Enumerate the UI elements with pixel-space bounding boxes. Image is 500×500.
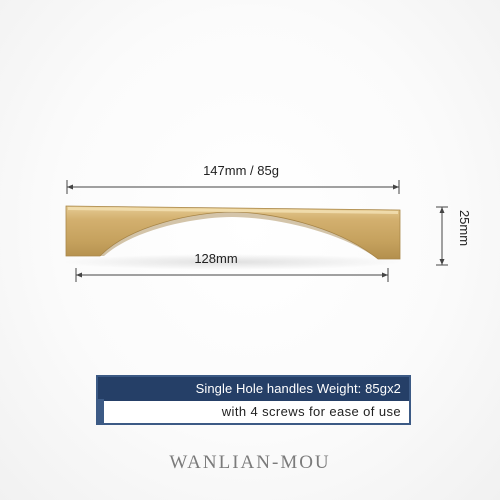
handle-highlight — [68, 207, 398, 214]
brand-logo: WANLIAN-MOU — [169, 452, 331, 473]
banner-screws-text: with 4 screws for ease of use — [221, 404, 401, 419]
info-banner: Single Hole handles Weight: 85gx2 with 4… — [96, 375, 411, 425]
overall-length-label: 147mm / 85g — [203, 163, 279, 178]
handle-shadow — [62, 254, 402, 270]
hole-spacing-dimension — [75, 268, 389, 282]
overall-length-dimension — [66, 180, 400, 194]
banner-accent — [96, 399, 104, 425]
height-dimension — [436, 206, 448, 266]
height-label: 25mm — [457, 209, 472, 247]
handle-arch-shade — [100, 212, 378, 259]
banner-weight-text: Single Hole handles Weight: 85gx2 — [195, 381, 401, 396]
banner-header — [98, 377, 409, 401]
hole-spacing-label: 128mm — [194, 251, 238, 266]
gold-handle — [65, 205, 401, 260]
